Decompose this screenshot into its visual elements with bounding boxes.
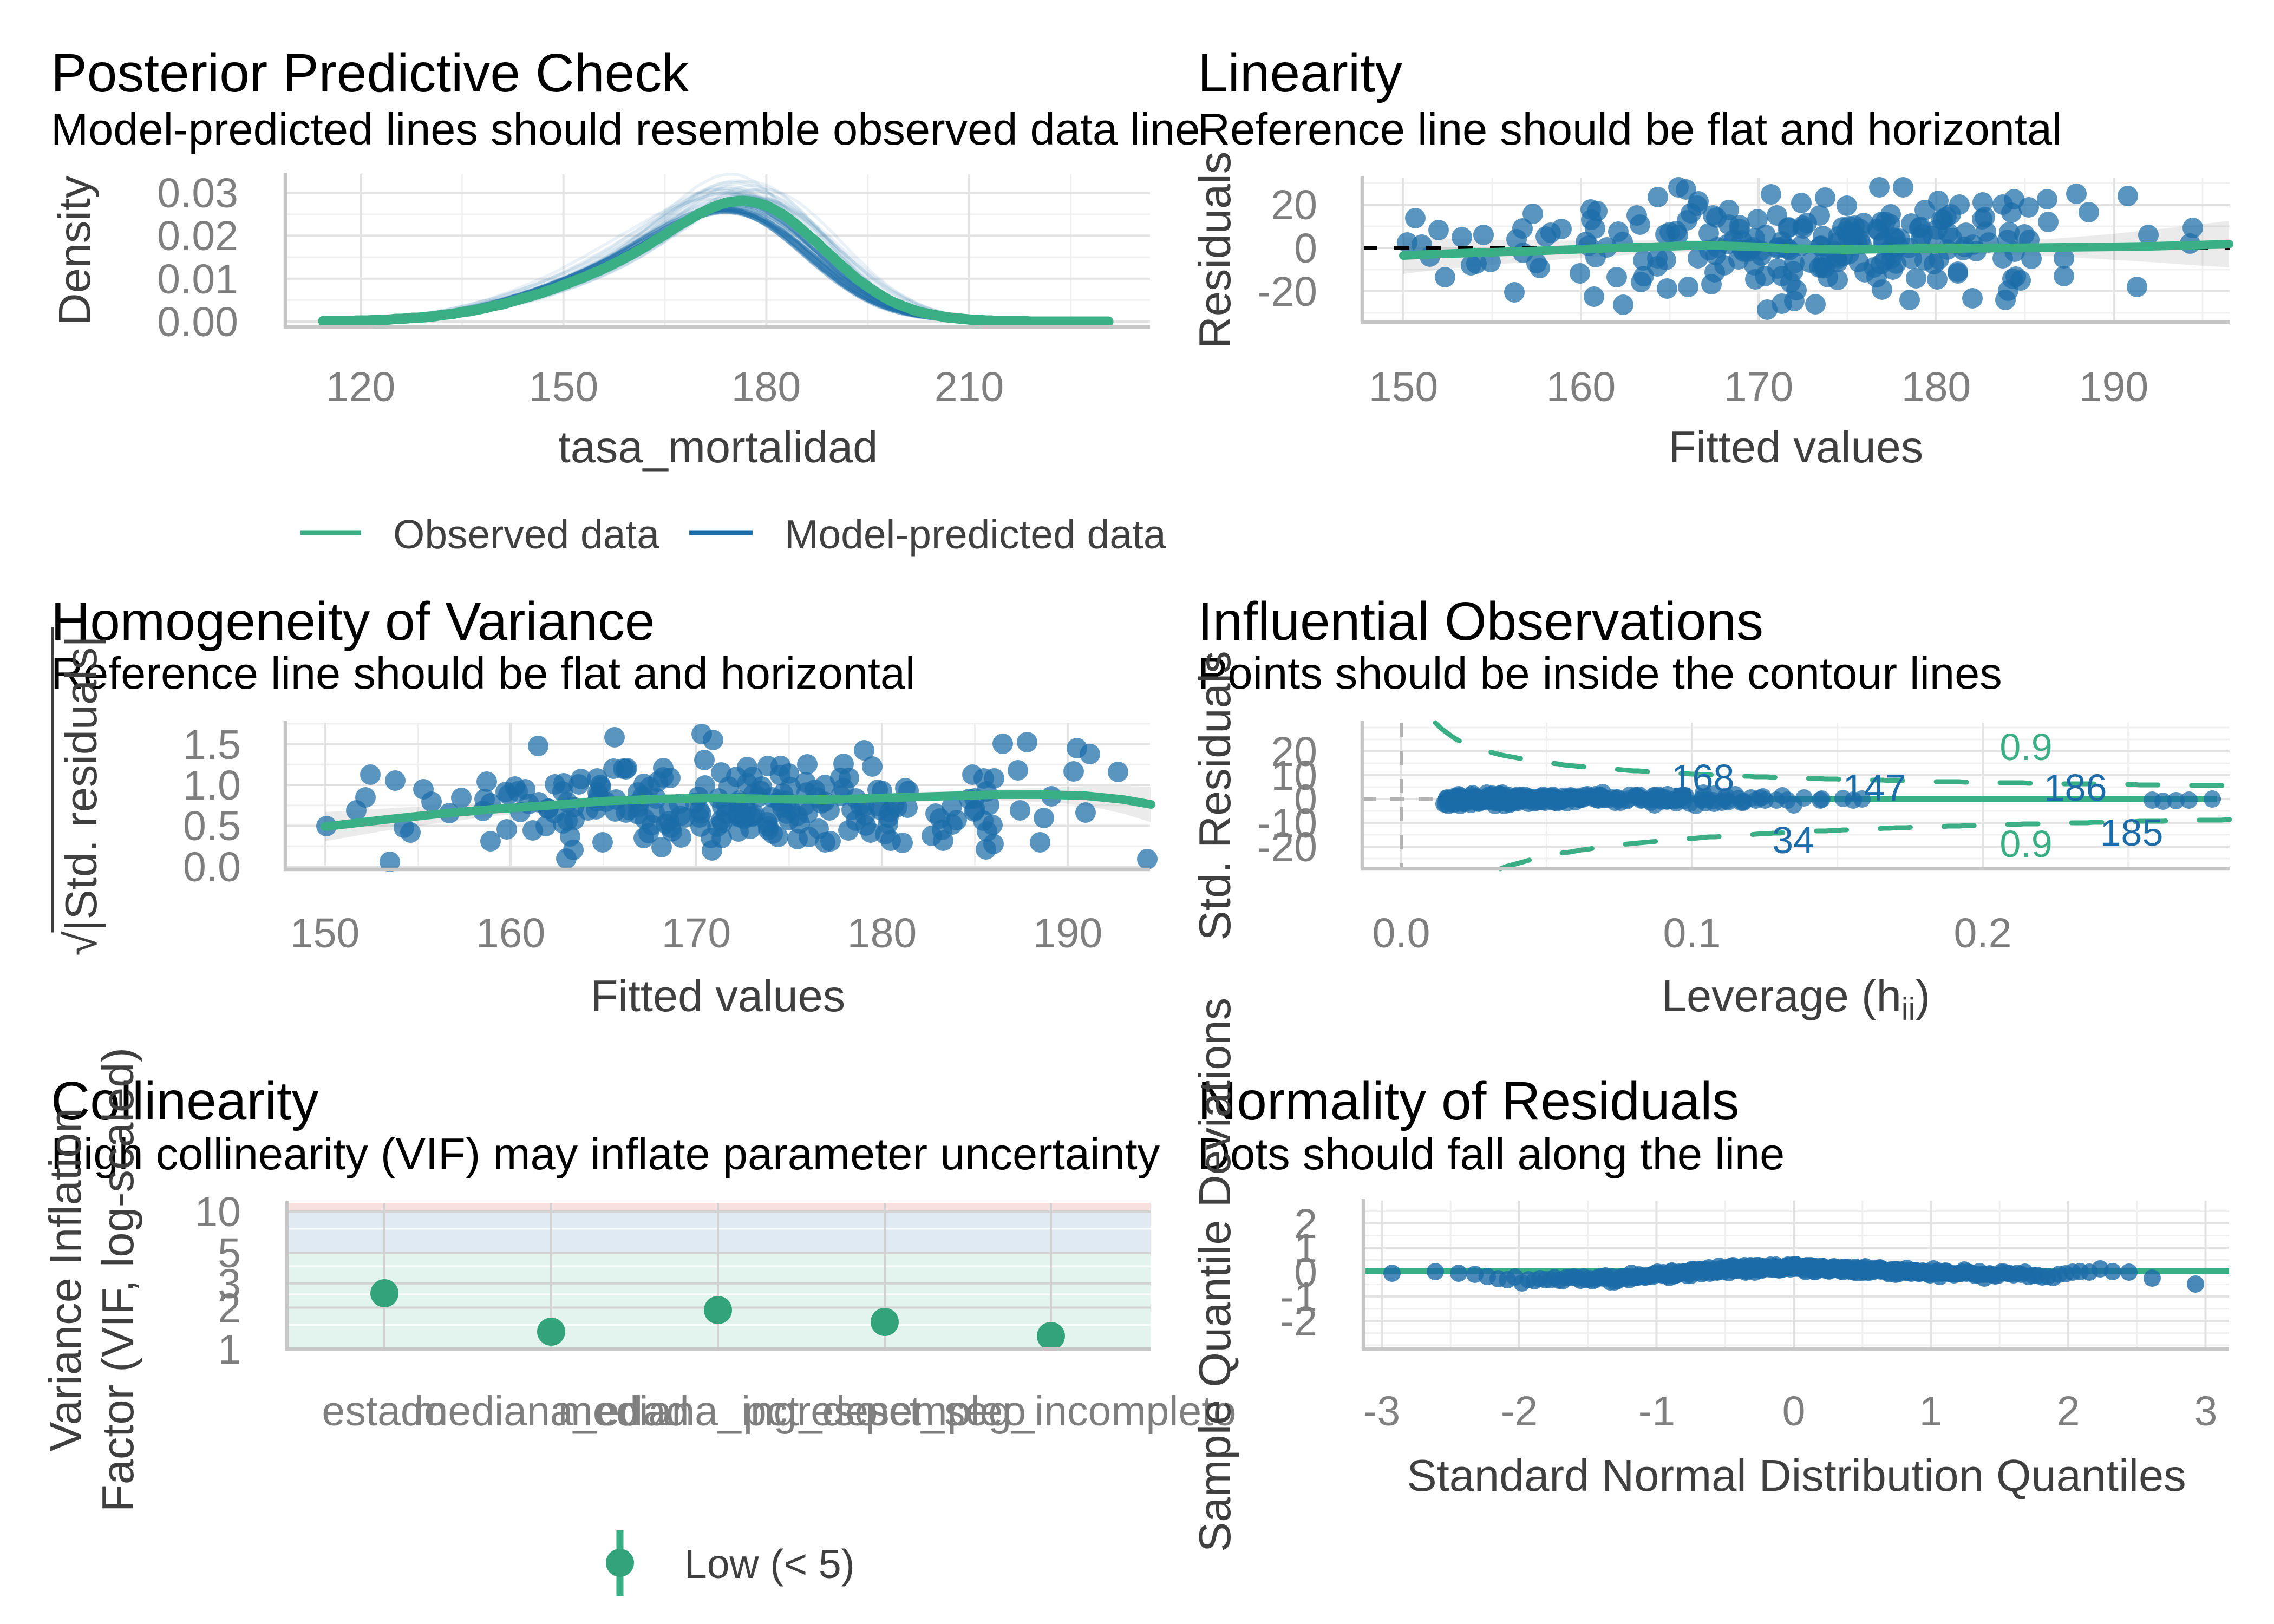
svg-text:High collinearity (VIF) may in: High collinearity (VIF) may inflate para… bbox=[51, 1129, 1160, 1179]
svg-text:0.02: 0.02 bbox=[157, 213, 238, 259]
svg-text:2: 2 bbox=[2057, 1388, 2080, 1435]
svg-text:Reference line should be flat: Reference line should be flat and horizo… bbox=[1198, 104, 2062, 154]
svg-text:190: 190 bbox=[2079, 364, 2148, 410]
svg-text:Factor (VIF, log-scaled): Factor (VIF, log-scaled) bbox=[93, 1047, 143, 1512]
svg-text:Fitted values: Fitted values bbox=[591, 971, 846, 1021]
svg-text:-1: -1 bbox=[1638, 1388, 1675, 1435]
svg-text:Points should be inside the co: Points should be inside the contour line… bbox=[1198, 648, 2002, 698]
svg-text:20: 20 bbox=[1271, 182, 1317, 228]
svg-text:160: 160 bbox=[1546, 364, 1616, 410]
svg-text:0: 0 bbox=[1294, 225, 1317, 272]
svg-text:-10: -10 bbox=[1257, 800, 1317, 847]
svg-text:0: 0 bbox=[1294, 776, 1317, 823]
svg-text:20: 20 bbox=[1271, 729, 1317, 775]
svg-text:0.9: 0.9 bbox=[1999, 823, 2052, 865]
svg-text:2: 2 bbox=[218, 1285, 241, 1332]
svg-text:Observed data: Observed data bbox=[393, 512, 659, 557]
svg-text:150: 150 bbox=[290, 910, 360, 957]
svg-text:Standard Normal Distribution Q: Standard Normal Distribution Quantiles bbox=[1407, 1450, 2186, 1501]
svg-text:3: 3 bbox=[2194, 1388, 2218, 1435]
svg-text:-20: -20 bbox=[1257, 269, 1317, 315]
svg-text:Std. Residuals: Std. Residuals bbox=[1190, 651, 1240, 940]
svg-text:160: 160 bbox=[476, 910, 545, 957]
svg-text:mediana_edad: mediana_edad bbox=[413, 1388, 689, 1435]
svg-text:Influential Observations: Influential Observations bbox=[1198, 591, 1763, 652]
svg-text:mediana_ingreso: mediana_ingreso bbox=[558, 1388, 878, 1435]
svg-text:0.1: 0.1 bbox=[1663, 910, 1721, 957]
svg-text:Homogeneity of Variance: Homogeneity of Variance bbox=[51, 591, 655, 652]
svg-text:Reference line should be flat: Reference line should be flat and horizo… bbox=[51, 648, 916, 698]
svg-text:34: 34 bbox=[1772, 819, 1814, 861]
svg-text:5: 5 bbox=[218, 1230, 241, 1276]
svg-text:Model-predicted lines should r: Model-predicted lines should resemble ob… bbox=[51, 104, 1200, 154]
svg-text:150: 150 bbox=[529, 364, 598, 410]
svg-text:-2: -2 bbox=[1280, 1298, 1317, 1345]
svg-text:Posterior Predictive Check: Posterior Predictive Check bbox=[51, 43, 689, 103]
svg-text:170: 170 bbox=[1724, 364, 1793, 410]
svg-text:10: 10 bbox=[1271, 752, 1317, 799]
svg-text:180: 180 bbox=[847, 910, 917, 957]
svg-text:Sample Quantile Deviations: Sample Quantile Deviations bbox=[1190, 998, 1240, 1552]
svg-text:0.0: 0.0 bbox=[183, 844, 241, 890]
svg-text:210: 210 bbox=[935, 364, 1004, 410]
svg-text:-1: -1 bbox=[1280, 1274, 1317, 1320]
svg-text:0.9: 0.9 bbox=[1999, 726, 2052, 768]
svg-text:-3: -3 bbox=[1363, 1388, 1400, 1435]
svg-text:0.0: 0.0 bbox=[1372, 910, 1430, 957]
svg-text:1: 1 bbox=[1919, 1388, 1943, 1435]
svg-text:Normality of Residuals: Normality of Residuals bbox=[1198, 1071, 1739, 1131]
svg-text:0: 0 bbox=[1294, 1249, 1317, 1296]
svg-text:0.00: 0.00 bbox=[157, 299, 238, 345]
svg-text:Variance Inflation: Variance Inflation bbox=[40, 1108, 90, 1451]
svg-text:185: 185 bbox=[2100, 811, 2164, 854]
svg-text:3: 3 bbox=[218, 1261, 241, 1307]
svg-text:170: 170 bbox=[662, 910, 731, 957]
svg-text:√|Std. residuals|: √|Std. residuals| bbox=[56, 636, 106, 956]
svg-text:Model-predicted data: Model-predicted data bbox=[785, 512, 1166, 557]
svg-text:Leverage (hii): Leverage (hii) bbox=[1662, 971, 1930, 1027]
svg-text:0.01: 0.01 bbox=[157, 256, 238, 303]
svg-text:1: 1 bbox=[1294, 1225, 1317, 1272]
svg-text:-20: -20 bbox=[1257, 824, 1317, 870]
svg-text:estado: estado bbox=[322, 1388, 447, 1435]
svg-text:168: 168 bbox=[1671, 757, 1735, 799]
svg-text:1: 1 bbox=[218, 1326, 241, 1373]
svg-text:10: 10 bbox=[194, 1189, 241, 1235]
svg-text:147: 147 bbox=[1843, 767, 1906, 809]
svg-text:0.2: 0.2 bbox=[1953, 910, 2011, 957]
svg-text:Density: Density bbox=[49, 175, 100, 325]
svg-text:120: 120 bbox=[326, 364, 395, 410]
svg-text:-2: -2 bbox=[1501, 1388, 1538, 1435]
svg-text:150: 150 bbox=[1369, 364, 1438, 410]
svg-text:180: 180 bbox=[1901, 364, 1971, 410]
svg-text:tasa_mortalidad: tasa_mortalidad bbox=[558, 422, 878, 472]
svg-text:Dots should fall along the lin: Dots should fall along the line bbox=[1198, 1129, 1785, 1179]
svg-text:1.5: 1.5 bbox=[183, 722, 241, 768]
svg-text:0.5: 0.5 bbox=[183, 803, 241, 849]
svg-text:190: 190 bbox=[1033, 910, 1102, 957]
svg-text:2: 2 bbox=[1294, 1201, 1317, 1247]
svg-text:Linearity: Linearity bbox=[1198, 43, 1402, 103]
svg-text:pct_desempleo: pct_desempleo bbox=[743, 1388, 1026, 1435]
svg-text:1.0: 1.0 bbox=[183, 762, 241, 809]
svg-text:Low (< 5): Low (< 5) bbox=[684, 1541, 855, 1587]
svg-text:Fitted values: Fitted values bbox=[1669, 422, 1924, 472]
svg-text:Collinearity: Collinearity bbox=[51, 1071, 319, 1131]
svg-text:186: 186 bbox=[2044, 767, 2107, 809]
svg-text:pct_seg_incompleto: pct_seg_incompleto bbox=[866, 1388, 1237, 1435]
svg-text:Residuals: Residuals bbox=[1190, 152, 1240, 349]
svg-text:0: 0 bbox=[1782, 1388, 1806, 1435]
svg-text:180: 180 bbox=[731, 364, 801, 410]
svg-text:0.03: 0.03 bbox=[157, 170, 238, 217]
